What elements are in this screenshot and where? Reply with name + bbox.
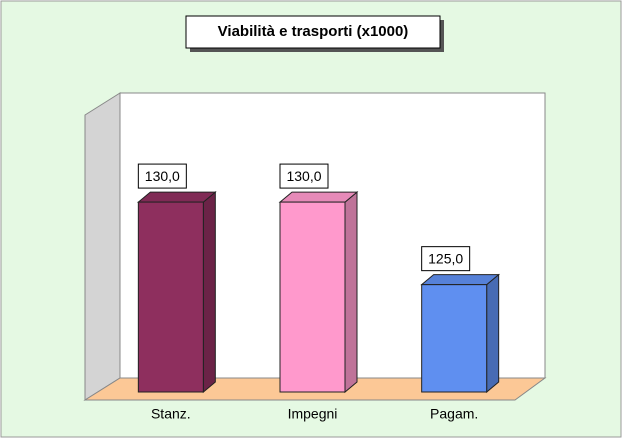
value-label: 125,0 bbox=[428, 250, 463, 266]
value-label: 130,0 bbox=[286, 168, 321, 184]
value-label: 130,0 bbox=[145, 168, 180, 184]
bar-side bbox=[486, 273, 500, 394]
bar-side bbox=[202, 191, 216, 394]
x-tick-label: Stanz. bbox=[151, 406, 191, 422]
bar bbox=[421, 284, 488, 393]
x-tick-label: Pagam. bbox=[430, 406, 478, 422]
bar-top bbox=[136, 191, 217, 203]
chart-title: Viabilità e trasporti (x1000) bbox=[218, 23, 409, 40]
bar-top bbox=[278, 191, 359, 203]
value-label-box bbox=[137, 163, 187, 189]
side-wall bbox=[84, 92, 121, 401]
bar-side bbox=[344, 191, 358, 394]
value-label-box bbox=[279, 163, 329, 189]
bar-top bbox=[420, 274, 501, 286]
title-box bbox=[185, 15, 441, 49]
bar bbox=[279, 201, 346, 393]
bar bbox=[137, 201, 204, 393]
value-label-box bbox=[421, 246, 471, 272]
x-tick-label: Impegni bbox=[288, 406, 338, 422]
